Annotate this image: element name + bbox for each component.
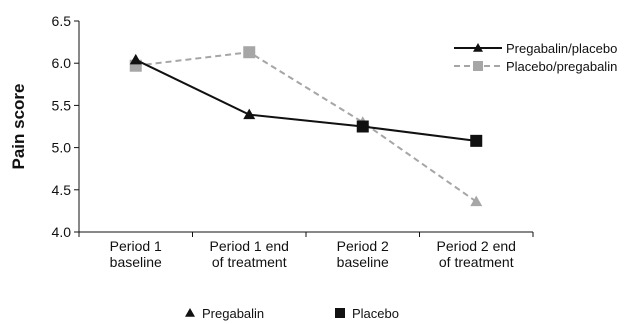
key-marker-triangle — [185, 308, 195, 317]
data-point-square — [470, 134, 483, 147]
x-tick-label: Period 1 end of treatment — [210, 238, 289, 270]
y-tick-label: 6.0 — [52, 55, 72, 71]
x-tick-label: Period 1 baseline — [110, 238, 162, 270]
y-tick-label: 4.5 — [52, 182, 72, 198]
legend-marker — [473, 43, 483, 52]
data-point-triangle — [243, 108, 256, 120]
series-line — [135, 51, 477, 203]
key-label: Placebo — [352, 306, 399, 321]
y-tick-label: 5.0 — [52, 140, 72, 156]
key-marker-square — [335, 308, 345, 318]
series-line — [135, 58, 477, 142]
x-tick-label: Period 2 baseline — [337, 238, 389, 270]
x-tick-label-line: Period 1 — [110, 238, 162, 254]
data-point-triangle — [470, 195, 483, 207]
legend-label: Pregabalin/placebo — [506, 41, 617, 56]
legend-marker — [473, 61, 483, 71]
data-point-square — [129, 59, 142, 72]
x-tick-label-line: Period 2 end — [437, 238, 516, 254]
data-point-square — [243, 46, 256, 59]
legend: Pregabalin/placebo Placebo/pregabalin — [454, 41, 617, 74]
x-tick-label-line: Period 2 — [337, 238, 389, 254]
legend-label: Placebo/pregabalin — [506, 59, 617, 74]
y-tick-label: 6.5 — [52, 13, 72, 29]
data-point-square — [356, 120, 369, 133]
y-axis-label: Pain score — [9, 84, 28, 170]
x-tick-label-line: baseline — [110, 254, 162, 270]
key-label: Pregabalin — [202, 306, 264, 321]
x-tick-label-line: of treatment — [212, 254, 287, 270]
x-tick-label-line: Period 1 end — [210, 238, 289, 254]
x-tick-label-line: of treatment — [439, 254, 514, 270]
x-tick-label-line: baseline — [337, 254, 389, 270]
series-group — [129, 46, 483, 207]
data-point-triangle — [129, 53, 142, 65]
x-tick-label: Period 2 end of treatment — [437, 238, 516, 270]
y-tick-label: 5.5 — [52, 97, 72, 113]
y-tick-label: 4.0 — [52, 224, 72, 240]
marker-key: Pregabalin Placebo — [185, 306, 399, 321]
